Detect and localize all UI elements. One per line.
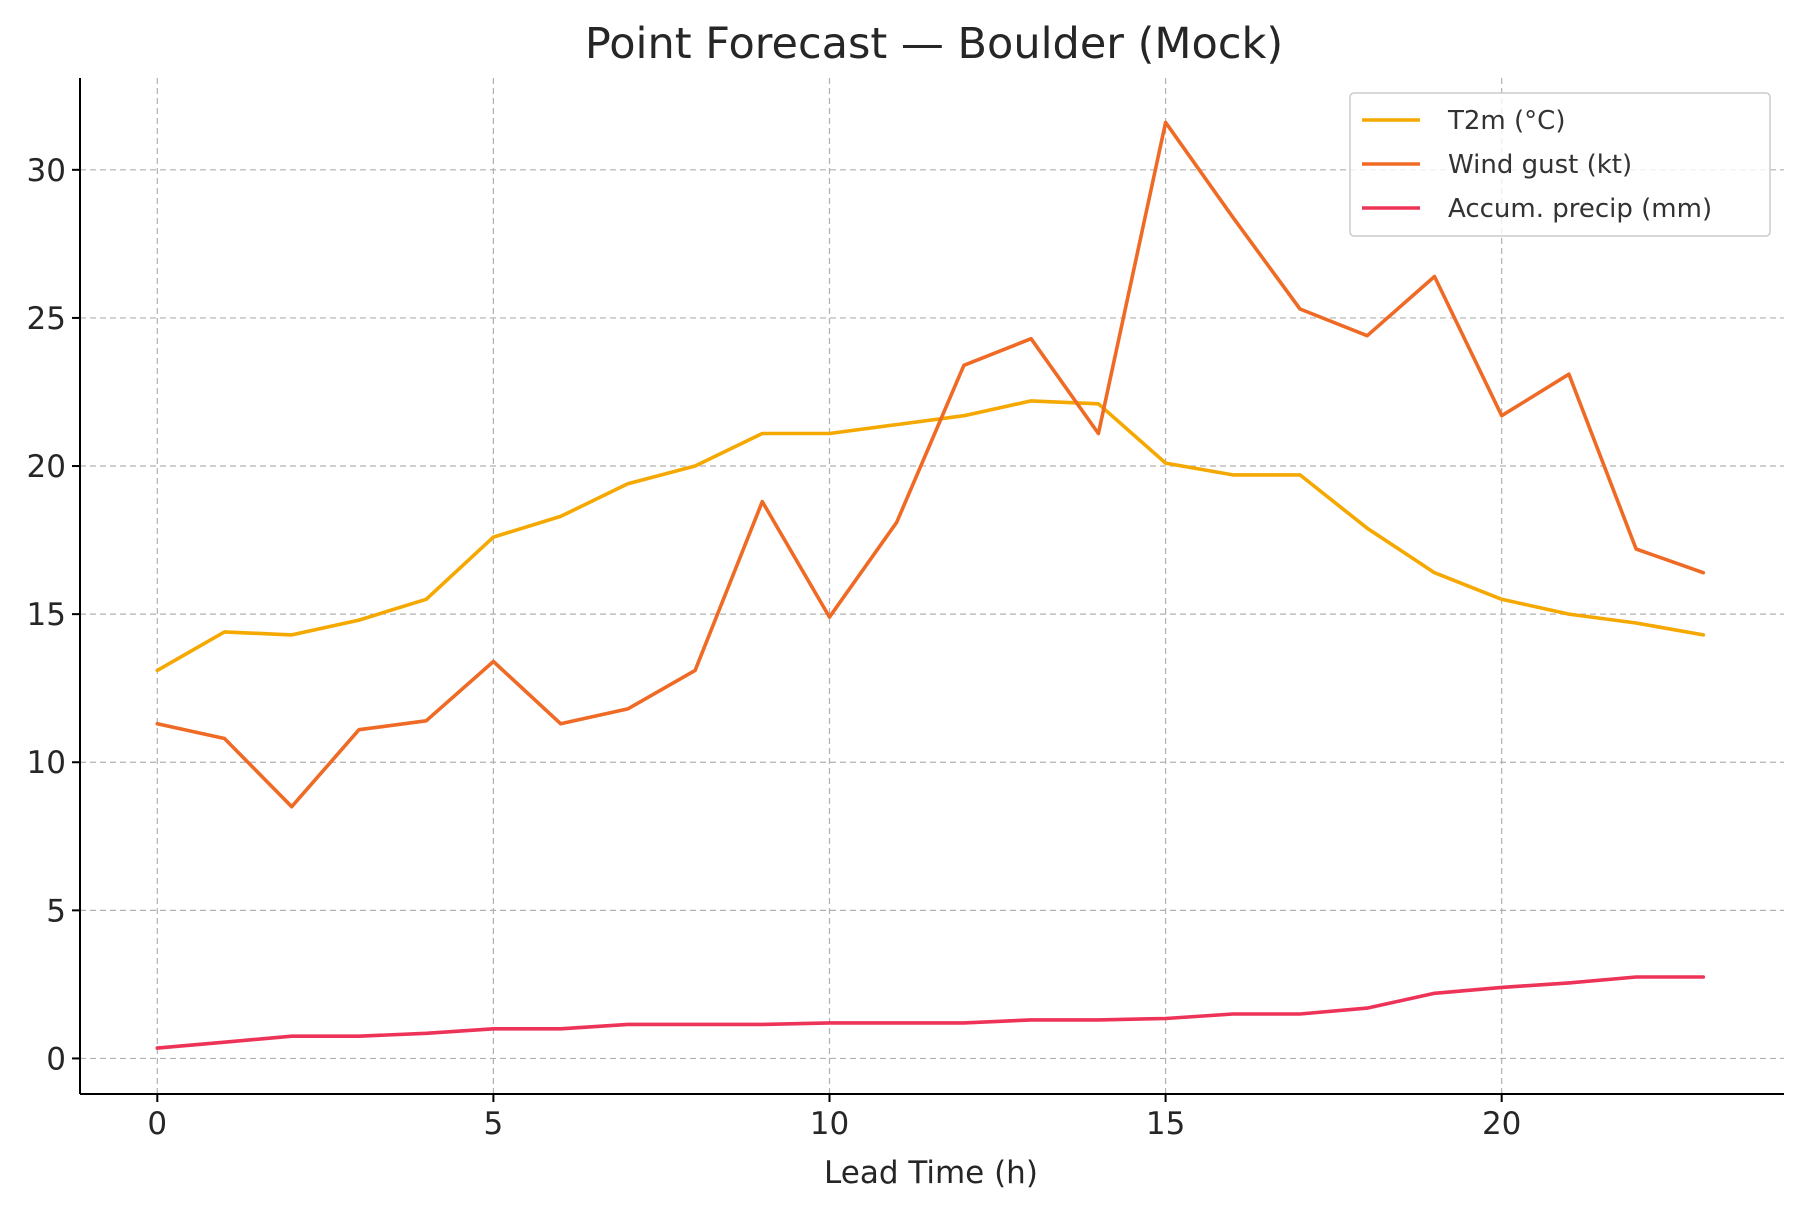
x-tick-label: 0 bbox=[147, 1106, 167, 1142]
legend-label-2: Accum. precip (mm) bbox=[1448, 194, 1712, 224]
legend: T2m (°C) Wind gust (kt) Accum. precip (mm) bbox=[1349, 92, 1771, 237]
legend-label-1: Wind gust (kt) bbox=[1448, 150, 1632, 180]
x-tick-label: 15 bbox=[1146, 1106, 1185, 1142]
grid bbox=[80, 78, 1784, 1094]
x-tick-label: 5 bbox=[484, 1106, 504, 1142]
legend-box bbox=[1349, 92, 1771, 237]
y-tick-label: 30 bbox=[27, 153, 66, 189]
chart-title: Point Forecast — Boulder (Mock) bbox=[585, 19, 1283, 69]
series-lines bbox=[155, 120, 1706, 1050]
y-tick-label: 25 bbox=[27, 301, 66, 337]
ticks: 0 5 10 15 20 0 5 10 15 20 25 30 bbox=[27, 153, 1522, 1142]
legend-label-0: T2m (°C) bbox=[1447, 106, 1565, 136]
y-tick-label: 20 bbox=[27, 449, 66, 485]
x-tick-label: 20 bbox=[1482, 1106, 1521, 1142]
x-tick-label: 10 bbox=[810, 1106, 849, 1142]
axes bbox=[79, 78, 1784, 1095]
series-line-0 bbox=[155, 399, 1706, 673]
y-tick-label: 5 bbox=[46, 893, 66, 929]
series-line-1 bbox=[155, 120, 1706, 809]
y-tick-label: 10 bbox=[27, 745, 66, 781]
x-axis-label: Lead Time (h) bbox=[824, 1155, 1038, 1191]
y-tick-label: 0 bbox=[46, 1041, 66, 1077]
series-line-2 bbox=[155, 975, 1706, 1050]
y-tick-label: 15 bbox=[27, 597, 66, 633]
